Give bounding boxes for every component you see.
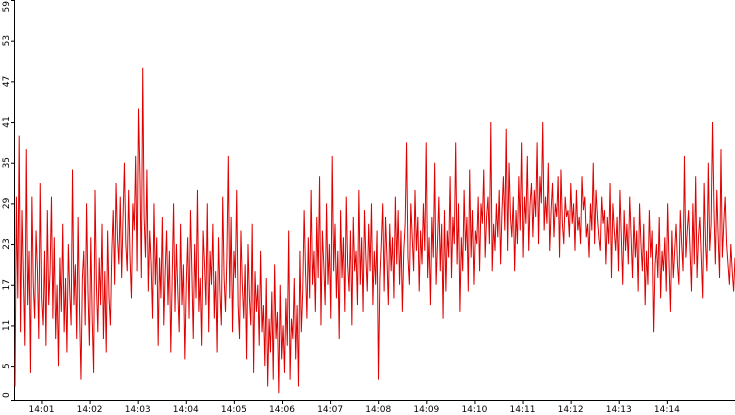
x-tick-label: 14:06	[269, 405, 295, 415]
x-tick-label: 14:01	[28, 405, 54, 415]
x-tick-label: 14:04	[173, 405, 199, 415]
x-tick-label: 14:09	[413, 405, 439, 415]
y-tick-label: 29	[2, 197, 12, 209]
y-tick-label: 35	[2, 157, 12, 168]
x-tick-label: 14:13	[606, 405, 632, 415]
y-tick-label: 41	[2, 116, 12, 127]
y-tick-label: 5	[2, 363, 12, 369]
series-line	[14, 67, 735, 394]
x-tick-label: 14:05	[221, 405, 247, 415]
y-tick-label: 47	[2, 76, 12, 87]
y-tick-label: 23	[2, 238, 12, 249]
y-tick-label: 17	[2, 279, 12, 290]
y-tick-label: 0	[2, 392, 12, 398]
y-tick-label: 11	[2, 320, 12, 331]
x-axis-ticks: 14:01 14:02 14:03 14:04 14:05 14:06 14:07 14:08…	[28, 400, 680, 415]
x-tick-label: 14:14	[654, 405, 680, 415]
x-tick-label: 14:02	[77, 405, 103, 415]
x-tick-label: 14:08	[365, 405, 391, 415]
x-tick-label: 14:03	[125, 405, 151, 415]
y-tick-label: 53	[2, 35, 12, 46]
x-tick-label: 14:12	[558, 405, 584, 415]
x-tick-label: 14:07	[317, 405, 343, 415]
x-tick-label: 14:10	[461, 405, 487, 415]
y-axis-ticks: 0 5 11 17 23 29 35 41 47 53 59	[2, 0, 15, 401]
x-tick-label: 14:11	[510, 405, 536, 415]
y-tick-label: 59	[2, 1, 12, 13]
